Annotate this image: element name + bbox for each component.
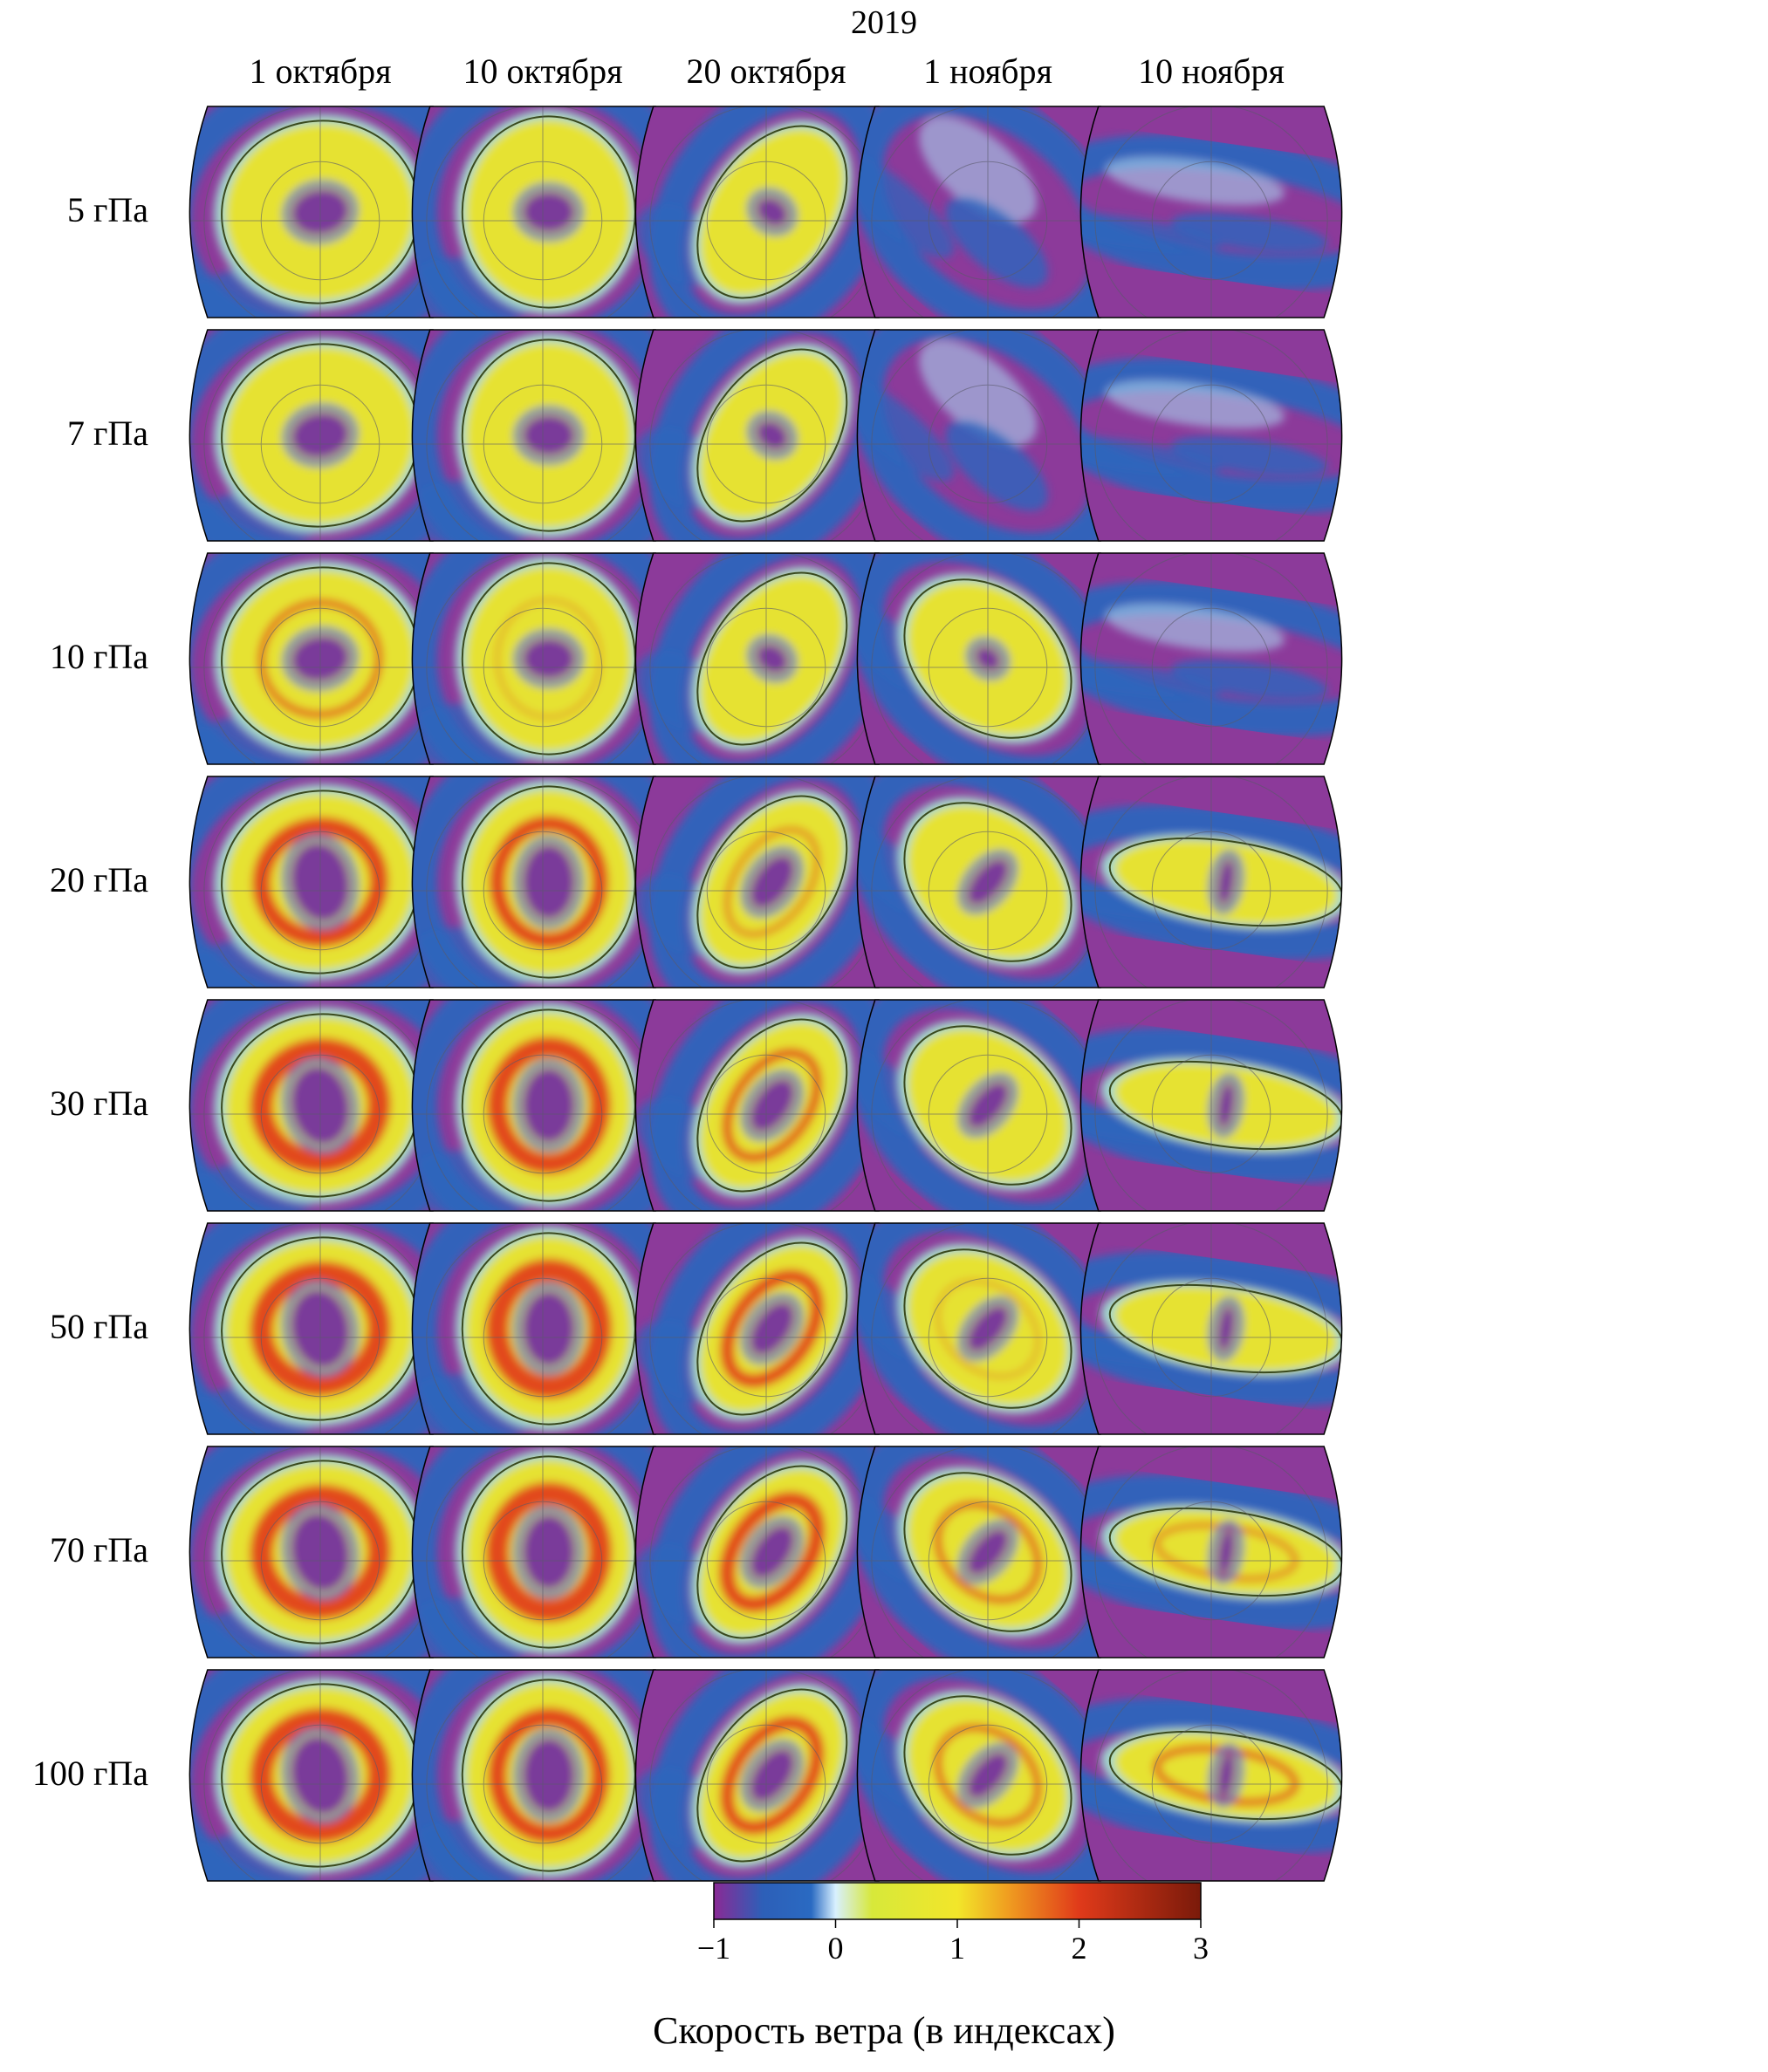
polar-map-r1-c1	[188, 106, 452, 318]
polar-map-r4-c1	[188, 776, 452, 988]
row-header-4: 20 гПа	[49, 860, 148, 899]
polar-map-r8-c5	[1079, 1669, 1343, 1882]
polar-map-r7-c1	[188, 1446, 452, 1658]
polar-map-r3-c5	[1079, 552, 1343, 765]
polar-map-r7-c4	[856, 1446, 1120, 1658]
colorbar-gradient	[713, 1882, 1202, 1920]
polar-map-r7-c3	[634, 1446, 898, 1658]
row-header-8: 100 гПа	[31, 1754, 148, 1793]
polar-map-r4-c4	[856, 776, 1120, 988]
polar-map-r1-c2	[411, 106, 675, 318]
column-header-4: 1 ноября	[923, 51, 1052, 91]
polar-map-r4-c2	[411, 776, 675, 988]
polar-map-r1-c5	[1079, 106, 1343, 318]
polar-map-r5-c1	[188, 999, 452, 1212]
polar-map-r3-c3	[634, 552, 898, 765]
polar-map-r4-c5	[1079, 776, 1343, 988]
colorbar-tick-label-3: 1	[949, 1931, 965, 1966]
polar-map-r2-c3	[634, 329, 898, 542]
colorbar-tick-label-2: 0	[827, 1931, 844, 1966]
column-header-1: 1 октября	[249, 51, 392, 91]
polar-map-r8-c2	[411, 1669, 675, 1882]
polar-map-r6-c2	[411, 1222, 675, 1435]
polar-map-r3-c2	[411, 552, 675, 765]
polar-map-r1-c3	[634, 106, 898, 318]
polar-map-r5-c5	[1079, 999, 1343, 1212]
polar-map-r2-c4	[856, 329, 1120, 542]
polar-map-r8-c3	[634, 1669, 898, 1882]
polar-map-r2-c1	[188, 329, 452, 542]
column-header-5: 10 ноября	[1138, 51, 1285, 91]
colorbar-tick-label-1: −1	[696, 1931, 731, 1966]
row-header-6: 50 гПа	[49, 1307, 148, 1346]
polar-map-r6-c1	[188, 1222, 452, 1435]
figure-year: 2019	[851, 4, 917, 41]
polar-map-r4-c3	[634, 776, 898, 988]
colorbar-tick-label-5: 3	[1193, 1931, 1209, 1966]
row-header-2: 7 гПа	[66, 414, 148, 453]
row-header-7: 70 гПа	[49, 1530, 148, 1569]
row-header-3: 10 гПа	[49, 637, 148, 676]
column-header-2: 10 октября	[463, 51, 623, 91]
colorbar	[713, 1882, 1202, 1928]
polar-map-r5-c2	[411, 999, 675, 1212]
polar-map-r8-c4	[856, 1669, 1120, 1882]
polar-map-r6-c4	[856, 1222, 1120, 1435]
column-header-3: 20 октября	[686, 51, 846, 91]
row-header-5: 30 гПа	[49, 1084, 148, 1123]
polar-map-r5-c3	[634, 999, 898, 1212]
polar-map-r2-c2	[411, 329, 675, 542]
colorbar-tick-label-4: 2	[1071, 1931, 1087, 1966]
polar-map-r7-c2	[411, 1446, 675, 1658]
polar-map-r6-c5	[1079, 1222, 1343, 1435]
polar-map-r2-c5	[1079, 329, 1343, 542]
colorbar-title: Скорость ветра (в индексах)	[653, 2009, 1115, 2052]
polar-map-r7-c5	[1079, 1446, 1343, 1658]
polar-map-r3-c1	[188, 552, 452, 765]
row-header-1: 5 гПа	[66, 190, 148, 229]
polar-map-r6-c3	[634, 1222, 898, 1435]
